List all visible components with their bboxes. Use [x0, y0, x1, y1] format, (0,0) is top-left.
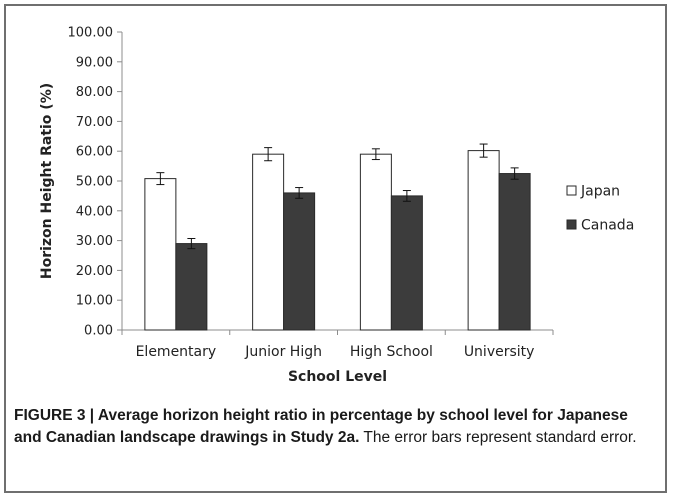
legend-label-canada: Canada — [581, 218, 634, 234]
y-tick-label: 0.00 — [84, 324, 113, 339]
y-tick-label: 30.00 — [76, 234, 113, 249]
bar-canada — [390, 195, 423, 331]
bar-japan — [252, 153, 285, 331]
bar-japan — [359, 153, 392, 331]
y-tick-label: 50.00 — [76, 175, 113, 190]
x-tick-label: Elementary — [136, 344, 217, 360]
y-tick-label: 100.00 — [68, 26, 114, 41]
bar-chart: 0.00 10.00 20.00 30.00 40.00 50.00 60.00 70.00 8… — [39, 26, 634, 386]
y-axis-title: Horizon Height Ratio (%) — [39, 83, 55, 279]
bar-canada — [498, 173, 531, 331]
x-tick-label: High School — [350, 344, 433, 360]
caption-rest: The error bars represent standard error. — [359, 429, 637, 446]
figure-caption: FIGURE 3 | Average horizon height ratio … — [14, 405, 659, 449]
legend-swatch-japan — [566, 185, 577, 196]
y-tick-label: 40.00 — [76, 204, 113, 219]
caption-lead: FIGURE 3 | Average horizon height ratio … — [14, 407, 628, 446]
bar-japan — [467, 150, 500, 331]
x-tick-label: Junior High — [244, 344, 322, 360]
figure-frame — [4, 4, 667, 493]
y-tick-label: 60.00 — [76, 145, 113, 160]
y-tick-label: 70.00 — [76, 115, 113, 130]
bar-japan — [144, 178, 177, 331]
bar-canada — [175, 243, 208, 331]
bar-canada — [283, 192, 316, 331]
legend-label-japan: Japan — [580, 184, 620, 200]
y-tick-label: 10.00 — [76, 294, 113, 309]
x-axis-title: School Level — [288, 369, 387, 385]
legend-swatch-canada — [566, 219, 577, 230]
y-tick-label: 90.00 — [76, 55, 113, 70]
y-tick-label: 20.00 — [76, 264, 113, 279]
x-tick-label: University — [464, 344, 535, 360]
y-tick-label: 80.00 — [76, 85, 113, 100]
